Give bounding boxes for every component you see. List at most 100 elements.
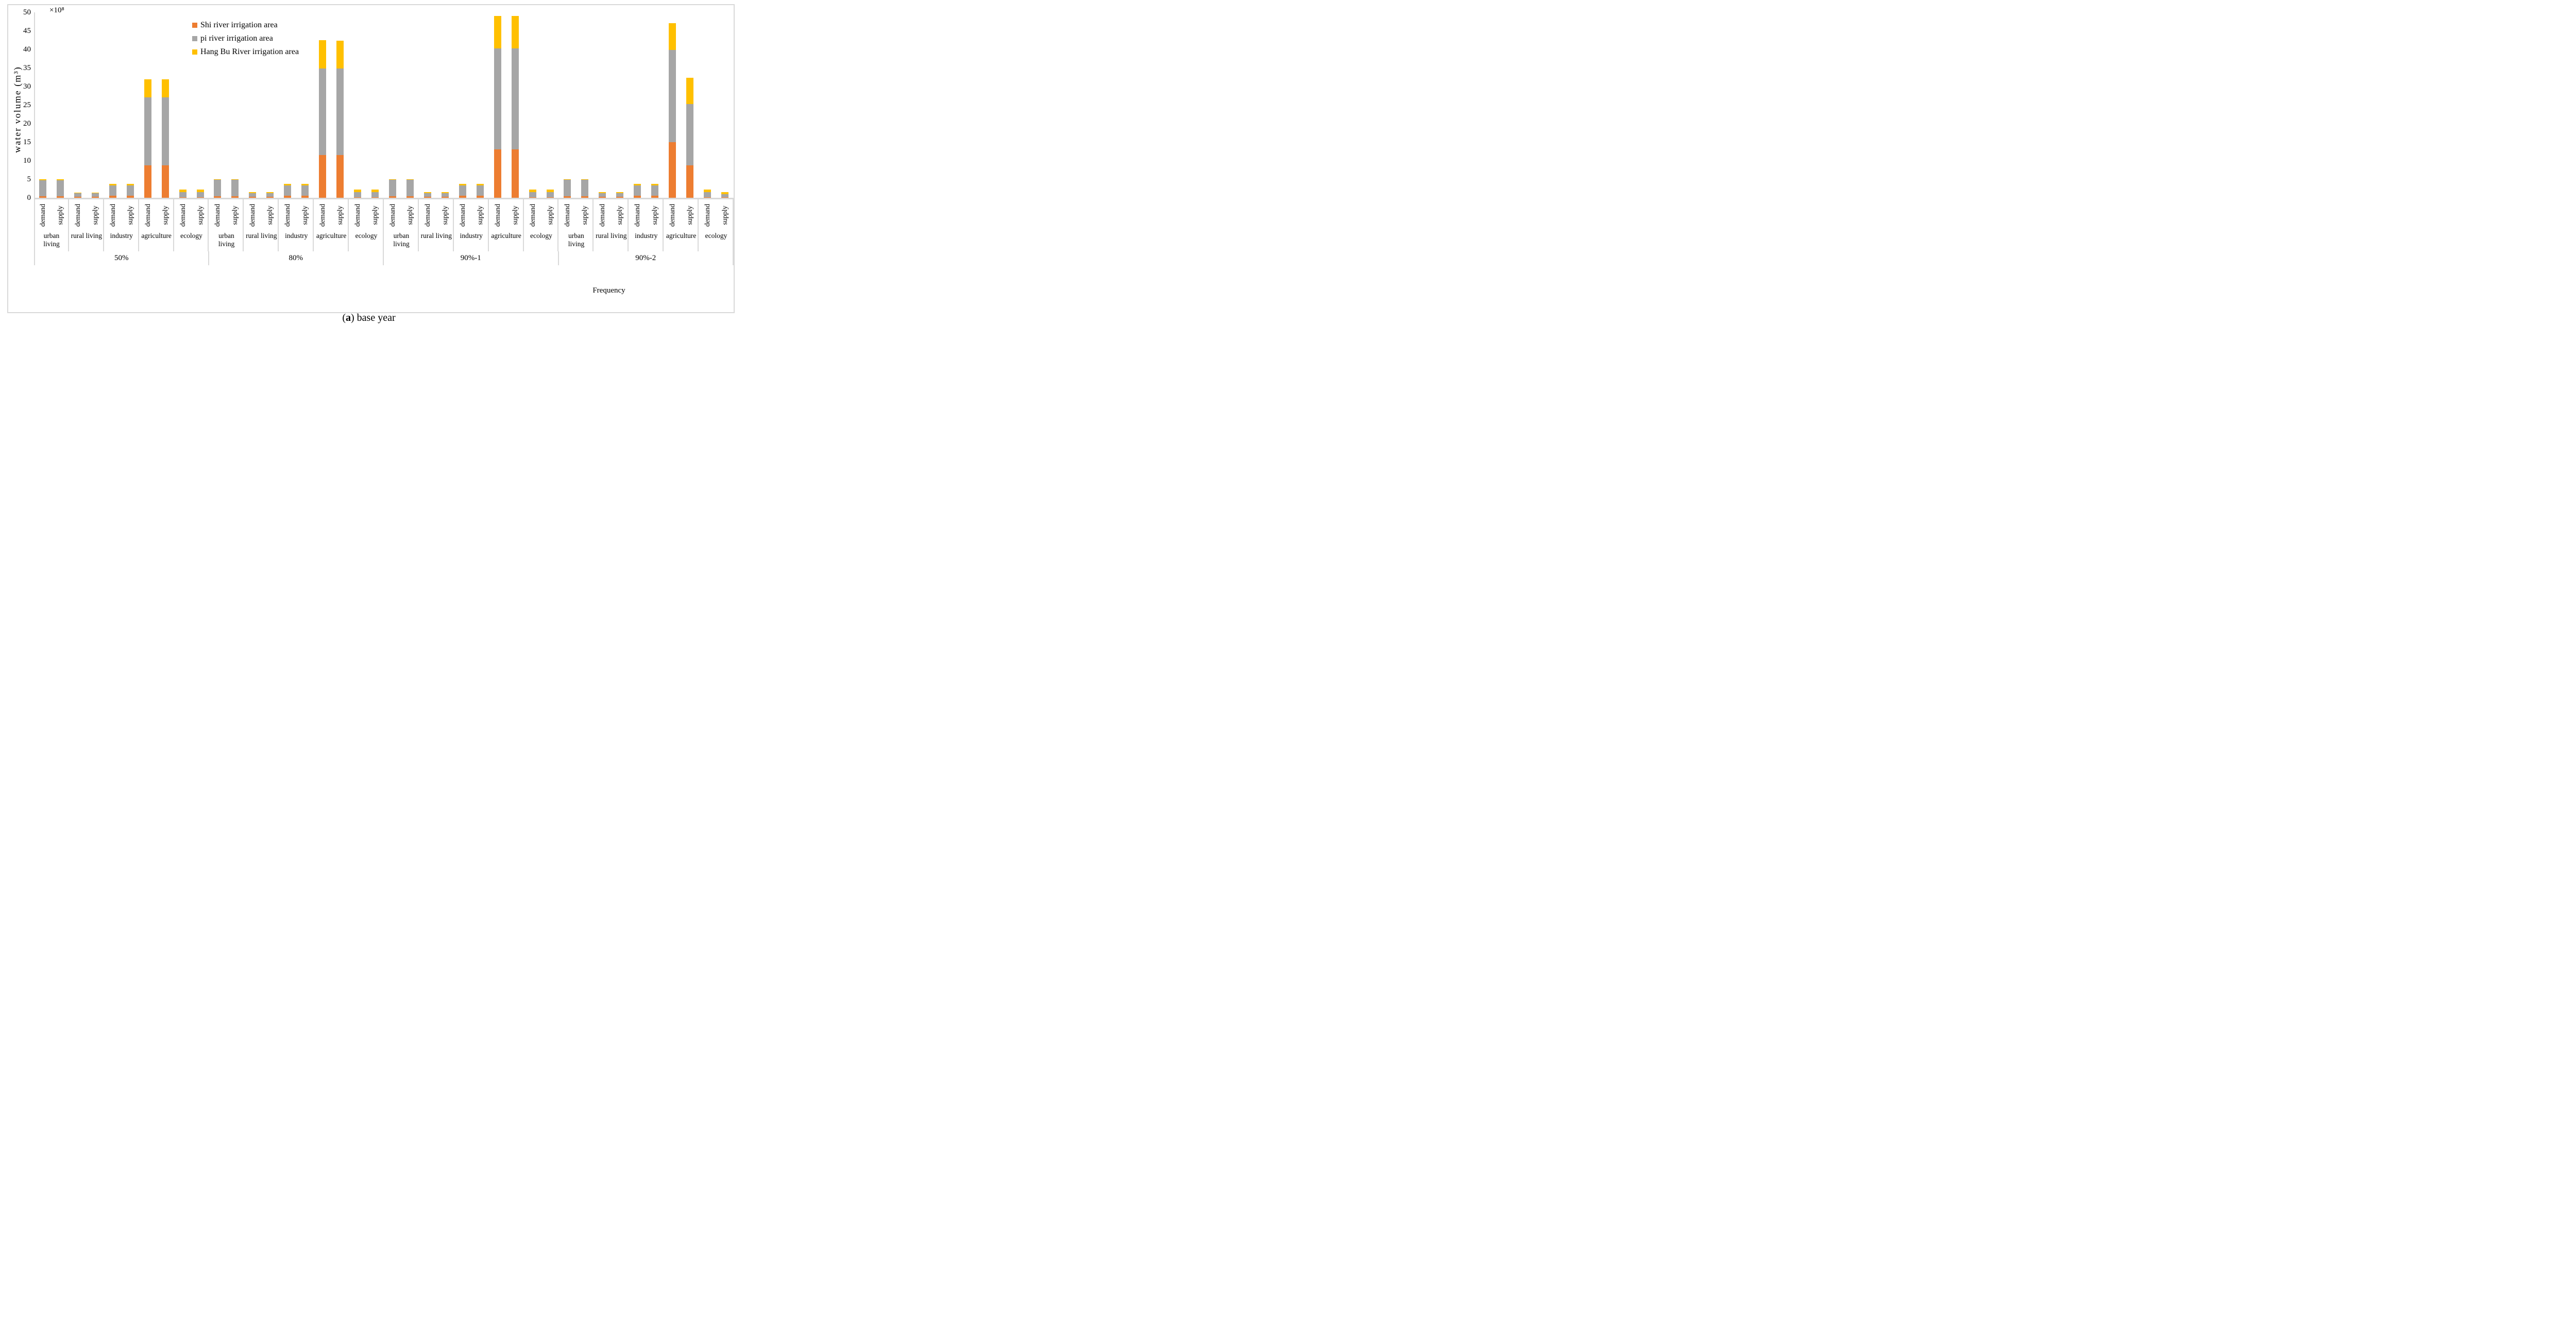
bar-segment-shi <box>371 197 379 198</box>
demand-label: demand <box>494 203 502 227</box>
bar-urban-living-supply <box>56 179 64 198</box>
bar-segment-hangbu <box>494 16 501 48</box>
bar-segment-shi <box>704 197 711 198</box>
category-label: urban living <box>393 232 410 248</box>
bar-segment-shi <box>196 197 204 198</box>
bar-segment-hangbu <box>319 40 327 69</box>
bar-segment-pi <box>599 193 606 197</box>
bar-agriculture-supply <box>686 77 694 198</box>
category-label: agriculture <box>141 232 172 239</box>
bar-segment-shi <box>39 196 46 198</box>
supply-label: supply <box>511 206 519 225</box>
bar-segment-shi <box>459 196 466 198</box>
bar-segment-shi <box>336 155 344 198</box>
bar-segment-pi <box>301 185 309 196</box>
category-label: urban living <box>218 232 235 248</box>
bar-segment-hangbu <box>144 79 151 97</box>
bar-segment-shi <box>56 196 64 198</box>
group-label: 80% <box>289 254 303 262</box>
bar-segment-hangbu <box>284 184 292 185</box>
category-label: urban living <box>568 232 585 248</box>
x-axis-group-cell: 90%-1 <box>384 251 559 265</box>
bar-segment-shi <box>249 197 257 198</box>
y-axis-line <box>34 12 35 198</box>
bar-urban-living-supply <box>231 179 239 198</box>
bar-segment-pi <box>74 193 81 197</box>
x-axis-group-cell: 50% <box>34 251 209 265</box>
bar-rural-living-demand <box>599 192 606 198</box>
category-label: industry <box>635 232 658 239</box>
supply-label: supply <box>371 206 380 225</box>
bar-segment-hangbu <box>56 179 64 180</box>
x-axis-category-cell <box>279 198 314 251</box>
bar-segment-hangbu <box>669 23 676 50</box>
x-axis-category-cell <box>594 198 629 251</box>
bar-rural-living-supply <box>616 192 624 198</box>
bar-segment-pi <box>371 192 379 197</box>
y-tick-label: 10 <box>23 157 31 165</box>
y-tick-label: 25 <box>23 101 31 109</box>
legend-label-hangbu: Hang Bu River irrigation area <box>200 47 299 56</box>
bar-segment-pi <box>214 180 222 197</box>
bar-industry-supply <box>476 184 484 198</box>
bar-segment-pi <box>354 192 362 197</box>
y-tick-label: 50 <box>23 8 31 16</box>
bar-segment-pi <box>319 69 327 156</box>
y-tick-label: 5 <box>27 175 31 183</box>
bar-segment-shi <box>651 196 659 198</box>
bar-segment-pi <box>161 97 169 165</box>
demand-label: demand <box>564 203 572 227</box>
x-axis-category-cell <box>384 198 419 251</box>
x-axis-category-cell <box>349 198 384 251</box>
bar-ecology-supply <box>721 192 729 198</box>
supply-label: supply <box>266 206 275 225</box>
y-tick-label: 20 <box>23 119 31 128</box>
legend-swatch-pi <box>192 36 197 41</box>
bar-segment-shi <box>686 165 694 198</box>
bar-segment-hangbu <box>336 40 344 69</box>
bar-segment-pi <box>546 192 554 197</box>
bar-segment-shi <box>161 165 169 198</box>
demand-label: demand <box>669 203 677 227</box>
supply-label: supply <box>56 206 64 225</box>
bar-urban-living-demand <box>39 179 46 198</box>
bar-segment-hangbu <box>196 190 204 193</box>
bar-segment-pi <box>388 180 396 197</box>
bar-segment-pi <box>494 48 501 150</box>
bar-segment-pi <box>91 193 99 197</box>
category-label: urban living <box>43 232 60 248</box>
bar-segment-pi <box>721 194 729 198</box>
group-label: 90%-1 <box>460 254 481 262</box>
bar-segment-hangbu <box>249 192 257 194</box>
bar-industry-demand <box>459 184 466 198</box>
bar-segment-shi <box>231 196 239 198</box>
bar-ecology-demand <box>704 190 711 198</box>
bar-segment-shi <box>214 196 222 198</box>
bar-segment-shi <box>529 197 536 198</box>
supply-label: supply <box>441 206 449 225</box>
bar-segment-hangbu <box>179 190 187 193</box>
bar-segment-shi <box>109 196 116 198</box>
category-label: ecology <box>705 232 727 239</box>
y-tick-label: 15 <box>23 138 31 146</box>
bar-segment-hangbu <box>459 184 466 185</box>
bar-segment-pi <box>669 50 676 142</box>
x-axis-category-cell <box>454 198 489 251</box>
x-axis-category-cell <box>69 198 104 251</box>
bar-ecology-demand <box>179 190 187 198</box>
bar-segment-hangbu <box>476 184 484 185</box>
bar-segment-hangbu <box>634 184 641 185</box>
bar-industry-demand <box>634 184 641 198</box>
bar-segment-hangbu <box>686 77 694 104</box>
x-axis-category-cell <box>524 198 559 251</box>
bar-segment-pi <box>109 185 116 196</box>
demand-label: demand <box>144 203 152 227</box>
bar-segment-hangbu <box>301 184 309 185</box>
bar-segment-shi <box>634 196 641 198</box>
bar-industry-supply <box>651 184 659 198</box>
legend-swatch-shi <box>192 23 197 28</box>
bar-segment-shi <box>179 197 187 198</box>
bar-segment-hangbu <box>441 192 449 194</box>
category-label: agriculture <box>491 232 521 239</box>
bar-rural-living-demand <box>74 192 81 198</box>
